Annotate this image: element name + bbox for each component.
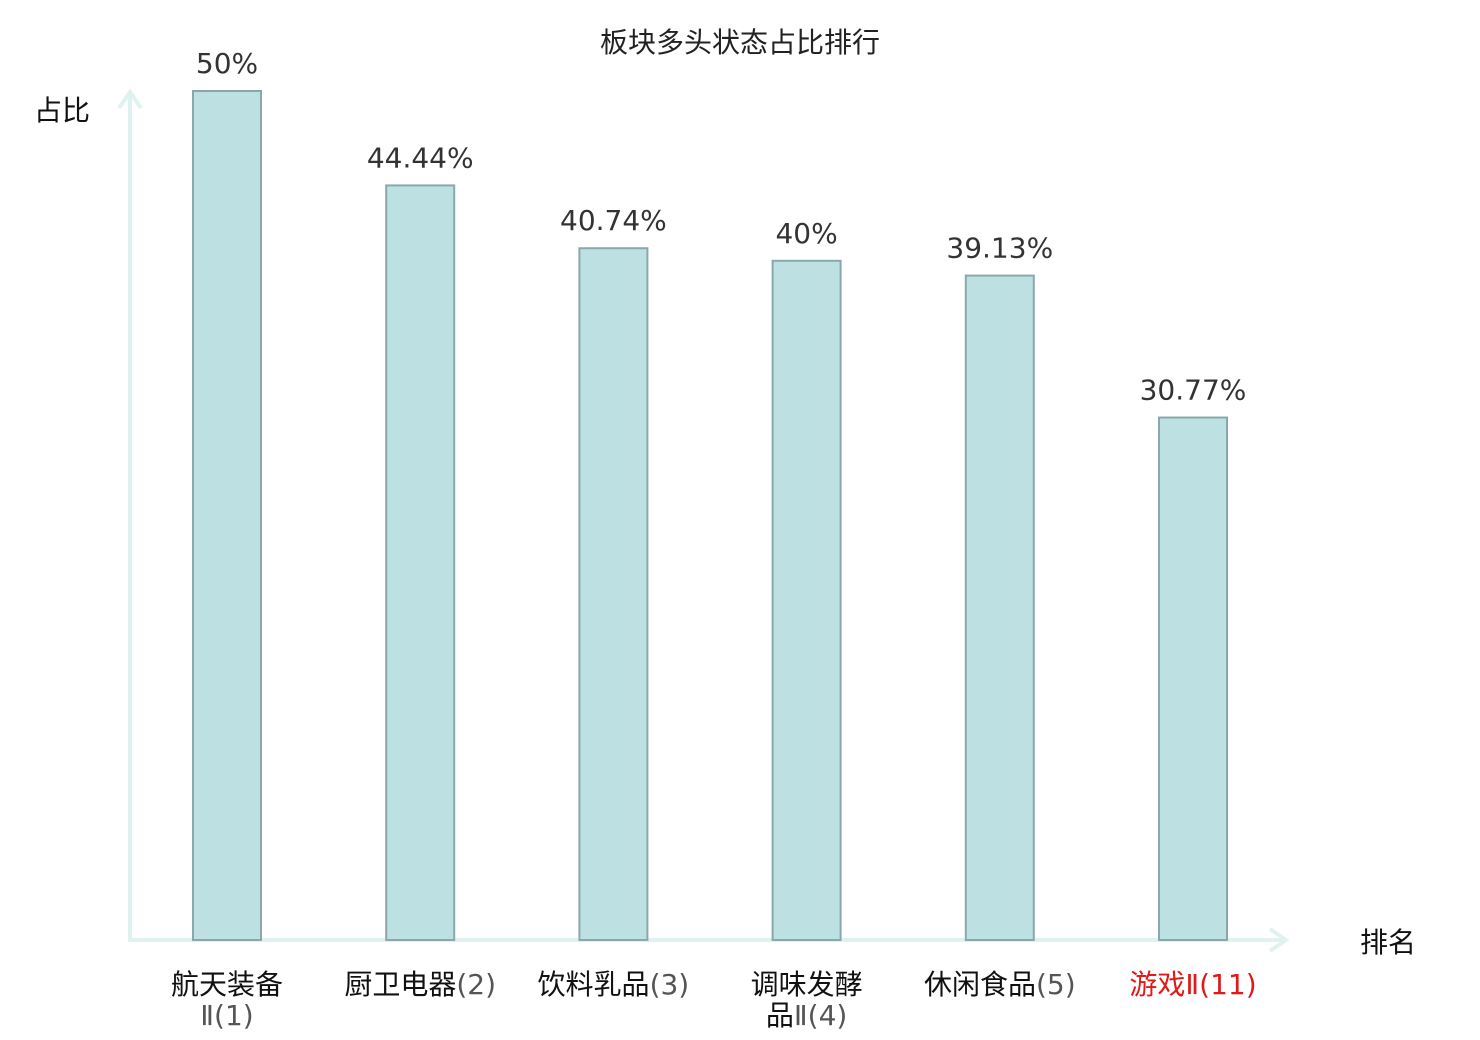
bar-4 [771, 259, 842, 941]
y-axis-label: 占比 [34, 94, 90, 127]
chart-title: 板块多头状态占比排行 [600, 26, 880, 59]
category-name: 厨卫电器 [344, 968, 456, 1001]
category-label-1: Ⅱ(1) [200, 999, 253, 1032]
category-name: 航天装备 [171, 968, 283, 1001]
category-name: 休闲食品 [924, 968, 1036, 1001]
category-label-2: 厨卫电器(2) [344, 968, 496, 1001]
value-label-2: 44.44% [367, 141, 474, 174]
bars [192, 90, 1228, 942]
bar-6 [1158, 416, 1228, 941]
value-label-1: 50% [196, 47, 258, 80]
category-label-4: 调味发酵 [751, 968, 863, 1001]
category-label-5: 休闲食品(5) [924, 968, 1076, 1001]
category-rank: (2) [456, 968, 496, 1001]
y-axis [117, 88, 143, 940]
bar-1 [192, 90, 262, 941]
bar-2 [385, 184, 456, 941]
x-axis [128, 927, 1290, 953]
category-name: 调味发酵 [751, 968, 863, 1001]
bar-5 [964, 274, 1035, 942]
category-name: 品 [766, 999, 794, 1032]
category-label-1: 航天装备 [171, 968, 283, 1001]
category-rank: Ⅱ(4) [794, 999, 847, 1032]
category-rank: Ⅱ(1) [200, 999, 253, 1032]
category-rank: Ⅱ(11) [1185, 968, 1256, 1001]
category-label-4: 品Ⅱ(4) [766, 999, 847, 1032]
category-label-6: 游戏Ⅱ(11) [1129, 968, 1256, 1001]
x-axis-label: 排名 [1360, 926, 1416, 959]
category-name: 饮料乳品 [538, 968, 650, 1001]
value-labels: 50% 44.44% 40.74% 40% 39.13% 30.77% [196, 47, 1247, 407]
value-label-4: 40% [775, 217, 837, 250]
category-rank: (5) [1036, 968, 1076, 1001]
value-label-5: 39.13% [946, 232, 1053, 265]
value-label-3: 40.74% [560, 204, 667, 237]
category-name: 游戏 [1129, 968, 1185, 1001]
category-rank: (3) [650, 968, 690, 1001]
value-label-6: 30.77% [1140, 374, 1247, 407]
bar-3 [578, 247, 649, 941]
category-label-3: 饮料乳品(3) [538, 968, 690, 1001]
